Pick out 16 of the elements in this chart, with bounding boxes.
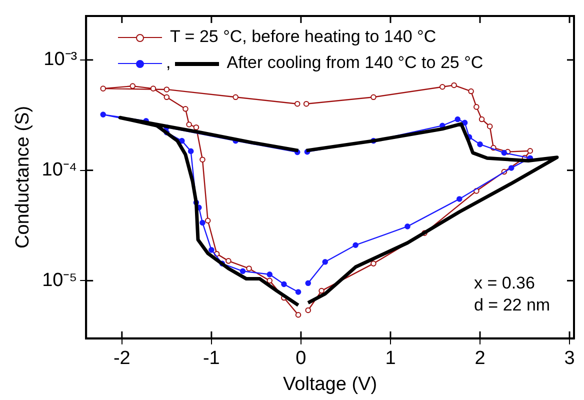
x-tick-label: 2 [474,348,486,370]
legend-label: After cooling from 140 °C to 25 °C [226,53,484,72]
annotation: d = 22 nm [474,295,550,314]
y-tick-label: 10⁻⁵ [42,270,78,291]
y-tick-label: 10⁻⁴ [42,160,78,181]
x-tick-label: -2 [113,348,130,370]
x-tick-label: 3 [564,348,575,370]
y-axis-title: Conductance (S) [12,106,34,248]
x-tick-label: -1 [202,348,220,370]
legend-label: T = 25 °C, before heating to 140 °C [170,27,436,46]
x-axis-title: Voltage (V) [283,374,378,395]
annotation: , [166,53,171,72]
annotation: x = 0.36 [474,273,535,292]
y-tick-label: 10⁻³ [44,49,78,70]
x-tick-label: 1 [385,348,396,370]
x-tick-label: 0 [296,348,306,370]
